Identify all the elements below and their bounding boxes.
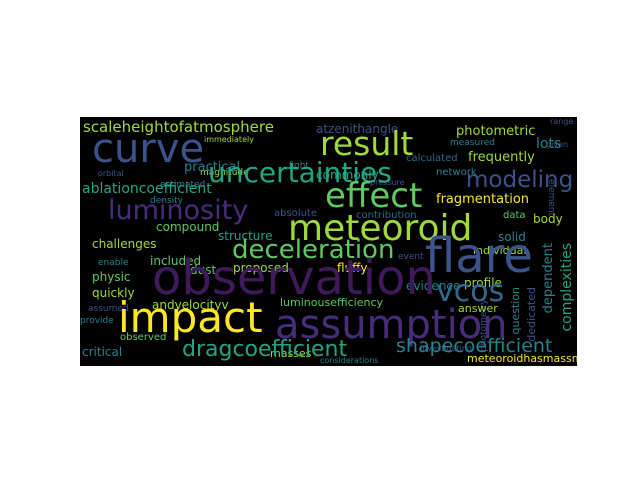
word-critical: critical <box>82 345 123 359</box>
word-answer: answer <box>458 302 498 315</box>
word-masses: masses <box>270 347 312 360</box>
word-absolute: absolute <box>274 208 317 219</box>
word-dependent: dependent <box>541 243 556 314</box>
word-pressure: pressure <box>370 178 405 187</box>
word-lots: lots <box>536 136 562 152</box>
word-data: data <box>503 210 526 221</box>
word-shapecoefficient: shapecoefficient <box>396 335 553 357</box>
word-meteoroidhasmassm: meteoroidhasmassm <box>467 352 577 365</box>
word-photometric: photometric <box>456 124 536 139</box>
word-fluffy: fluffy <box>337 261 368 275</box>
word-luminousefficiency: luminousefficiency <box>280 296 384 309</box>
word-solid: solid <box>498 230 526 244</box>
word-commonly: commonly <box>316 168 379 182</box>
word-given: given <box>546 140 569 149</box>
word-evidence: evidence <box>406 279 461 293</box>
word-deceleration: deceleration <box>232 235 395 265</box>
word-assumed: assumed <box>88 304 129 314</box>
word-magnitude: magnitude <box>200 168 249 178</box>
word-structure: structure <box>218 229 273 243</box>
word-dragcoefficient: dragcoefficient <box>182 337 348 362</box>
word-vcos: vcos <box>436 274 505 309</box>
word-challenges: challenges <box>92 237 157 251</box>
word-effect: effect <box>325 176 423 216</box>
word-event: event <box>398 252 424 262</box>
word-estimated: estimated <box>160 180 206 190</box>
word-compound: compound <box>156 220 220 234</box>
word-ablationcoefficient: ablationcoefficient <box>82 181 212 197</box>
word-network: network <box>436 167 477 178</box>
word-question: question <box>509 287 522 335</box>
word-result: result <box>320 124 414 163</box>
word-practical: practical <box>184 160 241 175</box>
word-density: density <box>150 196 183 206</box>
word-considerations: considerations <box>320 356 379 365</box>
word-dust: dust <box>190 263 217 277</box>
word-enable: enable <box>98 258 129 268</box>
word-included: included <box>150 254 202 268</box>
word-investigating: investigating <box>420 344 472 353</box>
word-immediately: immediately <box>204 135 254 144</box>
word-provide: provide <box>80 316 114 326</box>
word-impact: impact <box>118 293 263 342</box>
word-light: light <box>289 161 309 171</box>
word-fragmentation: fragmentation <box>436 192 530 207</box>
word-element: element <box>546 179 556 217</box>
word-complexities: complexities <box>559 243 575 332</box>
word-modeling: modeling <box>466 167 574 193</box>
word-orbital: orbital <box>98 169 124 178</box>
word-contribution: contribution <box>356 210 417 221</box>
word-body: body <box>533 212 563 226</box>
word-flare: flare <box>425 228 533 284</box>
word-scaleheightofatmosphere: scaleheightofatmosphere <box>83 118 274 136</box>
word-meteoroid: meteoroid <box>288 208 473 249</box>
word-uncertainties: uncertainties <box>208 156 392 189</box>
word-physic: physic <box>92 270 131 284</box>
word-cloud: range immediately measured given calcula… <box>80 117 577 366</box>
word-proposed: proposed <box>233 261 289 275</box>
word-assumption: assumption <box>275 302 508 348</box>
word-curve: curve <box>92 126 205 172</box>
word-range: range <box>550 117 574 126</box>
word-frequently: frequently <box>468 150 535 165</box>
word-luminosity: luminosity <box>108 195 249 226</box>
word-observation: observation <box>152 250 436 306</box>
word-dedicated: dedicated <box>525 287 538 342</box>
word-atzenithangle: atzenithangle <box>316 122 399 136</box>
word-quickly: quickly <box>92 286 135 300</box>
word-individual: individual <box>473 244 527 257</box>
word-profile: profile <box>464 276 502 290</box>
word-observed: observed <box>120 332 167 343</box>
word-calculated: calculated <box>406 153 458 164</box>
word-andvelocityv: andvelocityv <box>152 298 229 312</box>
word-measured: measured <box>450 138 495 148</box>
